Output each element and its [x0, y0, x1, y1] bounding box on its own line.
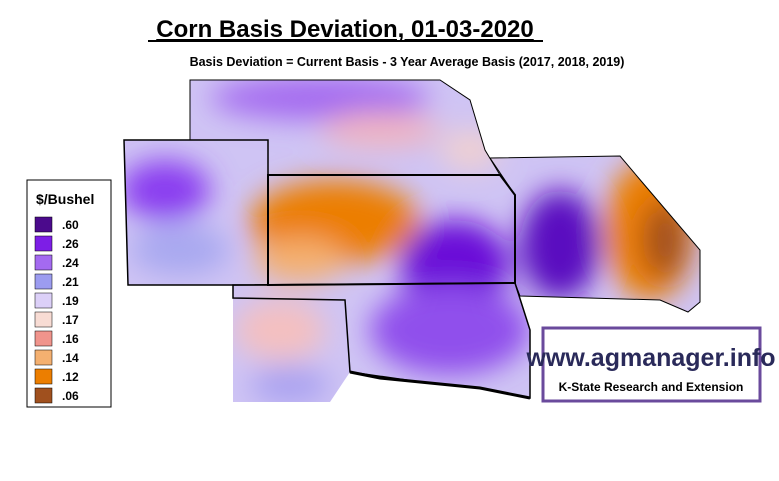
legend-title: $/Bushel	[36, 191, 94, 207]
legend-label: .12	[62, 370, 79, 384]
legend-swatch	[34, 387, 53, 404]
legend-label: .16	[62, 332, 79, 346]
legend-swatch	[34, 349, 53, 366]
branding-org: K-State Research and Extension	[559, 380, 744, 394]
legend-swatch	[34, 292, 53, 309]
legend-label: .26	[62, 237, 79, 251]
branding-box	[541, 326, 762, 403]
legend-swatch	[34, 330, 53, 347]
legend-swatch	[34, 216, 53, 233]
map-title: Corn Basis Deviation, 01-03-2020	[156, 16, 534, 43]
legend-label: .19	[62, 294, 79, 308]
legend-swatch	[34, 368, 53, 385]
legend-items: .60 .26 .24 .21 .19 .17 .16 .14 .12 .06	[34, 216, 79, 404]
legend-label: .06	[62, 389, 79, 403]
legend-label: .17	[62, 313, 79, 327]
branding-url: www.agmanager.info	[525, 344, 775, 372]
legend-label: .60	[62, 218, 79, 232]
state-borders	[123, 79, 701, 400]
legend-swatch	[34, 273, 53, 290]
legend-label: .24	[62, 256, 79, 270]
legend-swatch	[34, 235, 53, 252]
map-subtitle: Basis Deviation = Current Basis - 3 Year…	[190, 55, 625, 69]
legend-swatch	[34, 254, 53, 271]
legend-label: .21	[62, 275, 79, 289]
legend-swatch	[34, 311, 53, 328]
legend-label: .14	[62, 351, 79, 365]
